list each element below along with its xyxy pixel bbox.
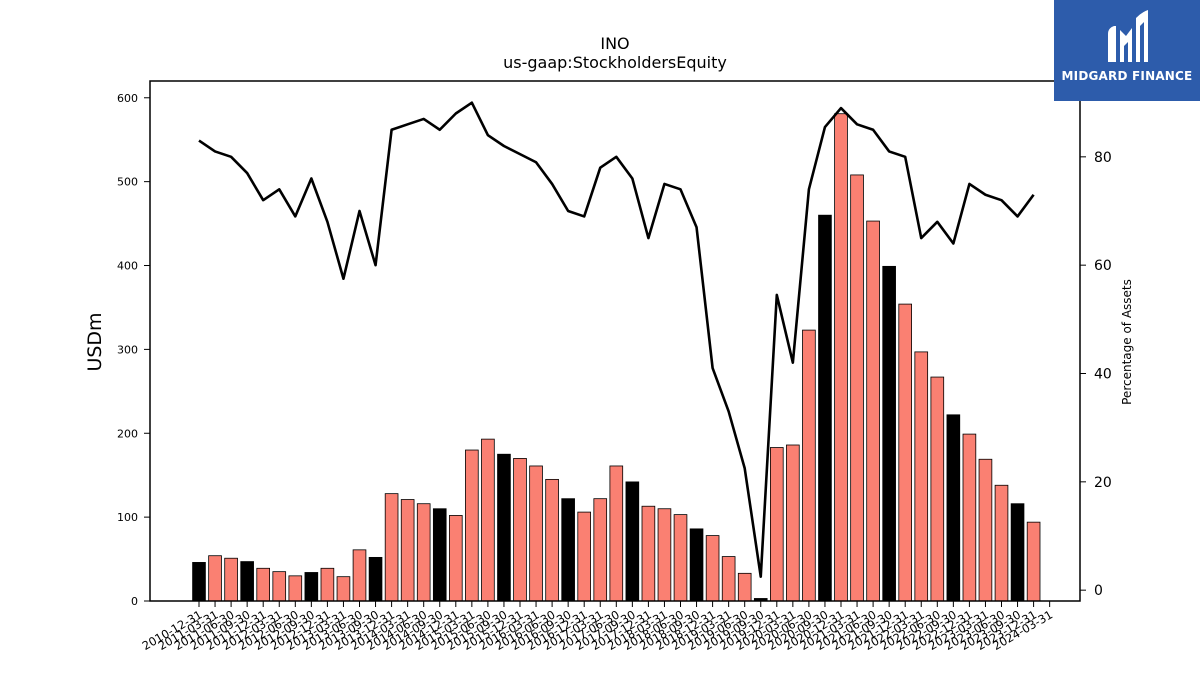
- bar-2011-06-30: [224, 557, 238, 602]
- bar-2015-12-31: [513, 458, 527, 602]
- bar-2012-09-30: [304, 572, 319, 602]
- bar-2017-06-30: [609, 465, 624, 602]
- y-axis-label: USDm: [84, 312, 106, 371]
- bar-2019-12-31: [770, 447, 784, 602]
- bar-2019-06-30: [737, 572, 752, 602]
- bar-2019-03-31: [721, 556, 736, 602]
- bar-2018-03-31: [657, 508, 672, 602]
- bar-2016-12-31: [577, 511, 591, 602]
- y2-tick-label-60: 60: [1094, 258, 1112, 274]
- bar-2017-12-31: [641, 505, 656, 602]
- bar-2012-12-31: [320, 567, 335, 602]
- bar-2016-09-30: [561, 498, 575, 602]
- y2-tick-label-40: 40: [1094, 367, 1112, 383]
- y-tick-label-100: 100: [117, 511, 138, 524]
- bar-2023-12-31: [1026, 521, 1041, 602]
- bar-2022-03-31: [914, 351, 929, 602]
- bar-2023-09-30: [1010, 503, 1025, 602]
- bar-2014-03-31: [400, 499, 415, 602]
- bar-2016-03-31: [529, 465, 543, 602]
- bar-2010-12-31: [192, 562, 206, 602]
- bar-2011-03-31: [208, 555, 222, 602]
- bar-2020-09-30: [818, 214, 832, 602]
- y-tick-label-200: 200: [117, 427, 138, 440]
- bar-2017-03-31: [593, 498, 608, 602]
- bar-2016-06-30: [545, 478, 559, 602]
- bar-2017-09-30: [625, 481, 640, 602]
- bar-2014-06-30: [416, 503, 431, 602]
- bar-2021-12-31: [898, 303, 912, 602]
- y-tick-label-500: 500: [117, 176, 138, 189]
- bar-2014-09-30: [432, 508, 447, 602]
- y2-tick-label-20: 20: [1094, 475, 1112, 491]
- bar-2021-09-30: [882, 265, 896, 602]
- logo-text: MIDGARD FINANCE: [1061, 69, 1193, 83]
- brand-logo: MIDGARD FINANCE: [1054, 0, 1200, 101]
- bar-2021-06-30: [866, 220, 880, 602]
- bar-2020-12-31: [834, 113, 848, 602]
- chart-title: INO: [600, 34, 629, 53]
- bar-2012-03-31: [272, 571, 287, 602]
- bar-2013-03-31: [336, 576, 351, 602]
- bar-2022-06-30: [930, 376, 945, 602]
- bar-2022-12-31: [962, 433, 977, 602]
- bar-2012-06-30: [288, 575, 303, 602]
- bar-2011-12-31: [256, 567, 270, 602]
- bar-2020-03-31: [786, 444, 800, 602]
- bar-2013-09-30: [368, 556, 383, 602]
- bar-2021-03-31: [850, 174, 864, 602]
- y-tick-label-300: 300: [117, 343, 138, 356]
- percentage-line: [198, 101, 1035, 578]
- y2-axis-label: Percentage of Assets: [1120, 279, 1134, 405]
- bar-2015-03-31: [465, 449, 479, 602]
- bar-2015-06-30: [481, 438, 495, 602]
- bar-2022-09-30: [946, 414, 961, 602]
- plot-frame: [149, 80, 1081, 602]
- bar-2015-09-30: [497, 453, 511, 602]
- chart-subtitle: us-gaap:StockholdersEquity: [503, 53, 727, 72]
- bar-2013-06-30: [352, 549, 367, 602]
- y2-tick-label-0: 0: [1094, 583, 1103, 599]
- bar-2023-06-30: [994, 484, 1009, 602]
- y-tick-label-0: 0: [131, 595, 138, 608]
- y2-tick-label-80: 80: [1094, 150, 1112, 166]
- y-tick-label-600: 600: [117, 92, 138, 105]
- bar-2023-03-31: [978, 458, 993, 602]
- midgard-logo-icon: [1108, 10, 1148, 62]
- y-tick-label-400: 400: [117, 260, 138, 273]
- bar-2014-12-31: [448, 515, 463, 602]
- bar-2018-12-31: [705, 535, 720, 602]
- bar-2018-09-30: [689, 528, 704, 602]
- bar-2018-06-30: [673, 514, 688, 602]
- bar-2013-12-31: [384, 493, 399, 602]
- bar-2011-09-30: [240, 561, 254, 602]
- bar-2020-06-30: [802, 329, 816, 602]
